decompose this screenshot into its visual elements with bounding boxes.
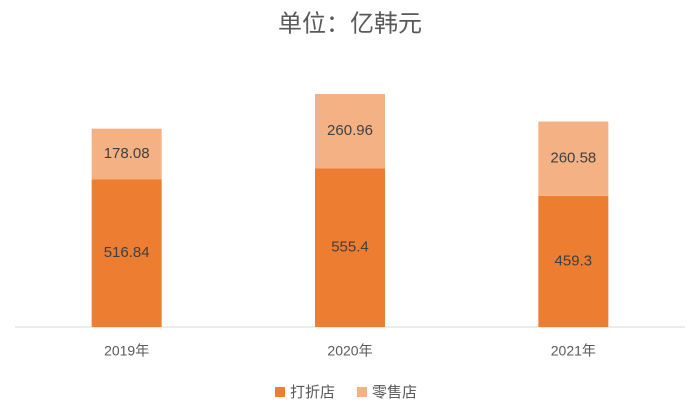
data-label: 516.84 xyxy=(104,244,150,261)
bar-segment xyxy=(538,195,609,327)
legend-swatch xyxy=(275,387,285,397)
data-label: 178.08 xyxy=(104,145,150,162)
data-label: 260.96 xyxy=(327,122,373,139)
data-label: 459.3 xyxy=(555,252,593,269)
x-tick-label: 2020年 xyxy=(327,343,372,359)
chart-title: 单位：亿韩元 xyxy=(278,10,422,37)
bar-segment xyxy=(315,94,385,169)
legend-swatch xyxy=(357,387,368,397)
x-tick-label: 2021年 xyxy=(551,343,596,359)
bar-segment xyxy=(315,168,385,327)
legend-label: 打折店 xyxy=(290,384,335,401)
bar-segment xyxy=(538,121,609,196)
data-label: 555.4 xyxy=(331,239,369,256)
bar-segment xyxy=(91,179,162,327)
legend-label: 零售店 xyxy=(372,384,417,401)
data-label: 260.58 xyxy=(550,150,596,167)
bar-segment xyxy=(91,128,162,180)
x-tick-label: 2019年 xyxy=(104,343,149,359)
